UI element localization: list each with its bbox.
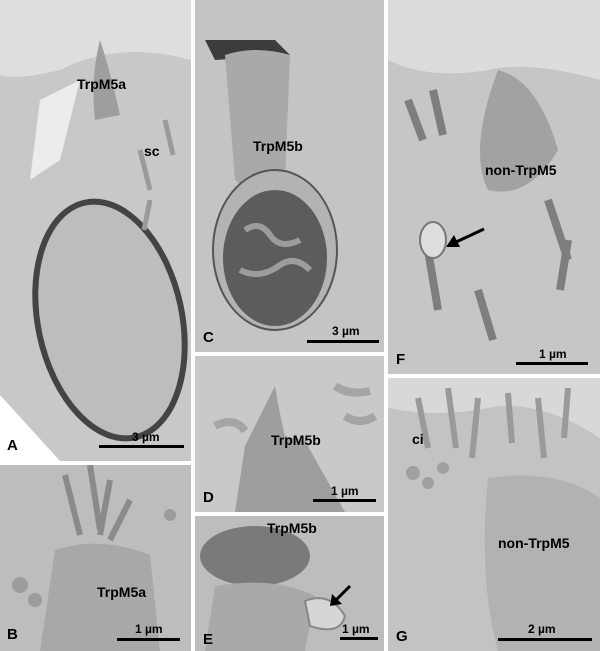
label-trpm5a: TrpM5a	[77, 76, 127, 92]
panel-f: non-TrpM5 1 µm F	[388, 0, 600, 374]
panel-b: TrpM5a 1 µm B	[0, 465, 191, 651]
arrow-icon	[446, 227, 485, 247]
panel-a: TrpM5a sc 3 µm A	[0, 0, 191, 461]
label-trpm5b: TrpM5b	[253, 138, 303, 154]
panel-letter: A	[7, 437, 18, 454]
panel-letter: G	[396, 628, 408, 645]
panel-d-micrograph	[195, 356, 384, 512]
panel-g-micrograph	[388, 378, 600, 651]
panel-f-micrograph	[388, 0, 600, 374]
scale-bar	[340, 637, 378, 640]
panel-g: ci non-TrpM5 2 µm G	[388, 378, 600, 651]
panel-letter: D	[203, 489, 214, 506]
label-trpm5b: TrpM5b	[267, 520, 317, 536]
label-trpm5a: TrpM5a	[97, 584, 147, 600]
scale-bar	[498, 638, 592, 641]
scale-bar-label: 3 µm	[332, 324, 360, 338]
panel-letter: B	[7, 626, 18, 643]
panel-e: TrpM5b 1 µm E	[195, 516, 384, 651]
scale-bar-label: 1 µm	[135, 622, 163, 636]
scale-bar-label: 1 µm	[539, 347, 567, 361]
label-non-trpm5: non-TrpM5	[498, 535, 570, 551]
scale-bar-label: 3 µm	[132, 430, 160, 444]
scale-bar-label: 1 µm	[331, 484, 359, 498]
panel-letter: C	[203, 329, 214, 346]
panel-e-micrograph	[195, 516, 384, 651]
label-sc: sc	[144, 143, 160, 159]
label-trpm5b: TrpM5b	[271, 432, 321, 448]
panel-a-micrograph	[0, 0, 191, 461]
scale-bar	[307, 340, 379, 343]
arrow-icon	[330, 584, 352, 606]
label-non-trpm5: non-TrpM5	[485, 162, 557, 178]
panel-letter: F	[396, 351, 406, 368]
scale-bar	[117, 638, 180, 641]
panel-letter: E	[203, 631, 214, 648]
panel-c: TrpM5b 3 µm C	[195, 0, 384, 352]
panel-c-micrograph	[195, 0, 384, 352]
panel-b-micrograph	[0, 465, 191, 651]
panel-d: TrpM5b 1 µm D	[195, 356, 384, 512]
scale-bar-label: 1 µm	[342, 622, 370, 636]
scale-bar-label: 2 µm	[528, 622, 556, 636]
label-ci: ci	[412, 431, 424, 447]
scale-bar	[313, 499, 376, 502]
scale-bar	[99, 445, 184, 448]
scale-bar	[516, 362, 588, 365]
